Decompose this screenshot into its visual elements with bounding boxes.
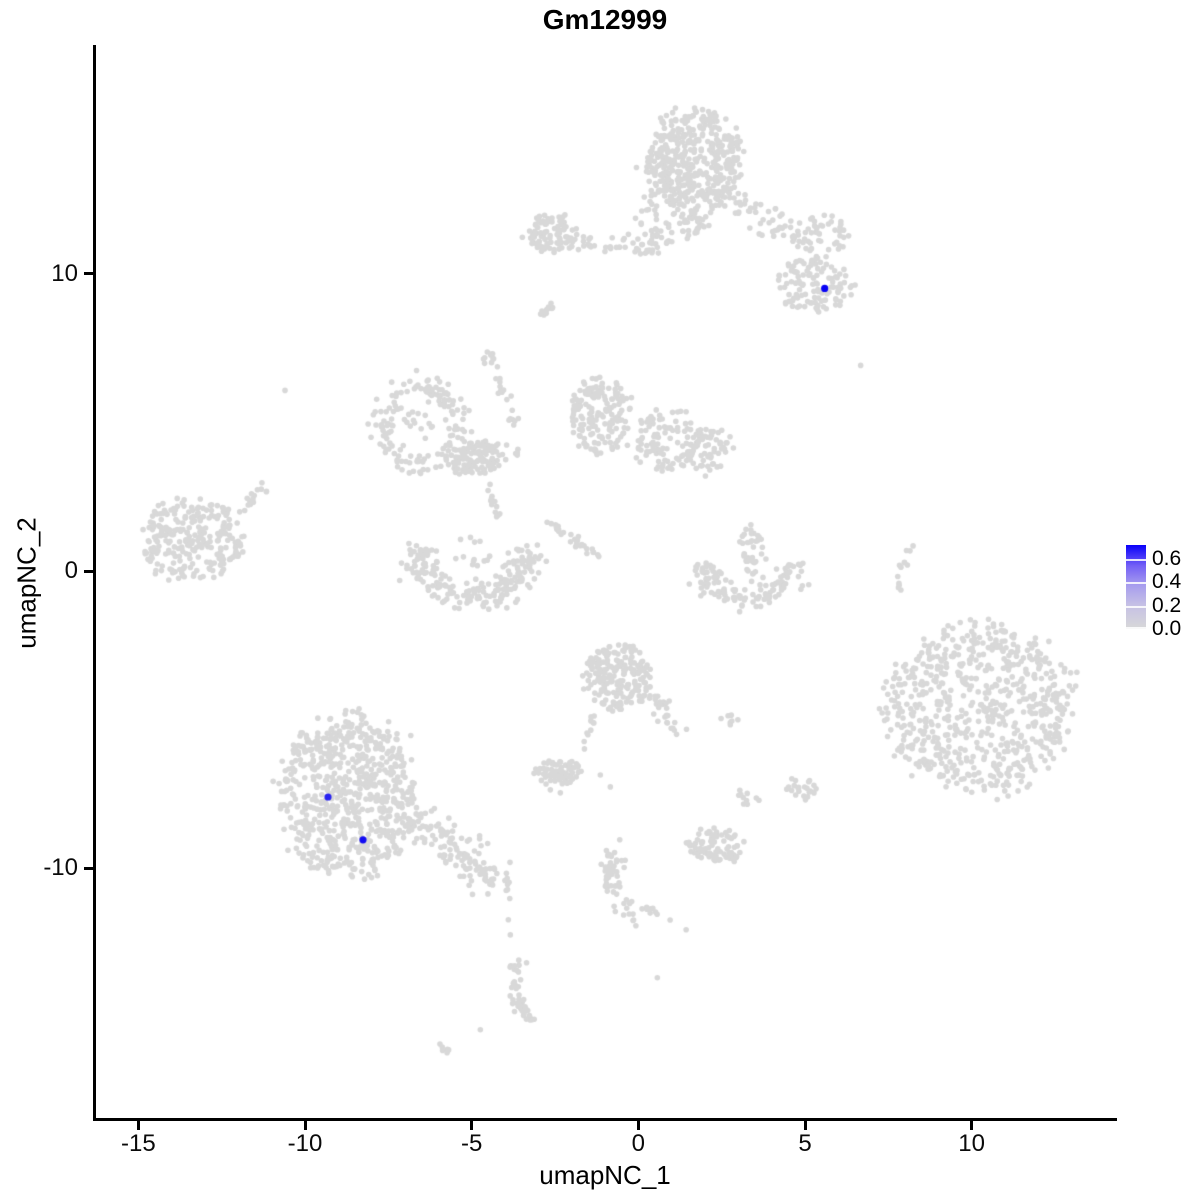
x-axis-line — [93, 1118, 1117, 1121]
y-tick-mark — [84, 866, 93, 870]
y-axis-label: umapNC_2 — [11, 517, 42, 649]
legend-tick-label: 0.2 — [1152, 593, 1182, 617]
legend-tick-mark — [1126, 605, 1146, 608]
x-tick-mark — [470, 1121, 474, 1130]
y-tick-label: 0 — [64, 557, 78, 585]
x-tick-mark — [136, 1121, 140, 1130]
legend-tick-label: 0.0 — [1152, 617, 1182, 640]
x-tick-label: -5 — [460, 1130, 483, 1157]
y-tick-mark — [84, 272, 93, 276]
x-tick-label: 5 — [798, 1130, 812, 1157]
legend-tick-mark — [1126, 559, 1146, 561]
y-tick-mark — [84, 569, 93, 573]
x-tick-mark — [636, 1121, 640, 1130]
x-tick-label: 10 — [958, 1130, 986, 1157]
x-tick-label: -15 — [120, 1130, 156, 1157]
legend-gradient-bar — [1126, 545, 1146, 629]
x-axis-label: umapNC_1 — [539, 1160, 671, 1190]
legend-tick-mark — [1126, 582, 1146, 585]
x-tick-mark — [970, 1121, 974, 1130]
legend-tick-label: 0.4 — [1152, 570, 1182, 594]
x-tick-label: 0 — [631, 1130, 646, 1157]
legend-tick-label: 0.6 — [1152, 547, 1182, 570]
x-tick-label: -10 — [287, 1130, 323, 1157]
legend-tick-mark — [1126, 627, 1146, 629]
y-tick-label: 10 — [51, 259, 78, 287]
y-tick-label: -10 — [43, 854, 78, 882]
x-tick-mark — [303, 1121, 307, 1130]
x-tick-mark — [803, 1121, 807, 1130]
y-axis-line — [93, 45, 96, 1121]
